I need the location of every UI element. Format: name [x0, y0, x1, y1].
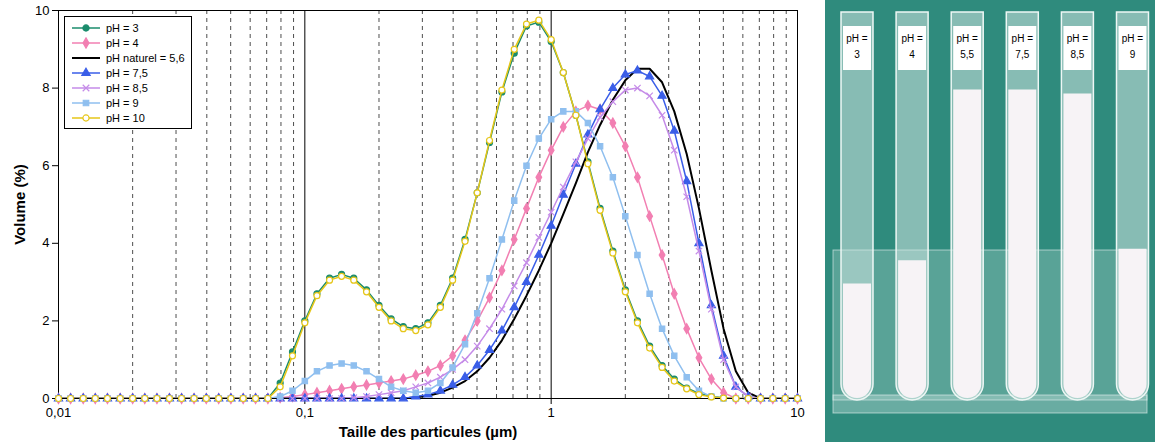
svg-text:6: 6	[42, 158, 49, 173]
svg-text:pH =5,5: pH =5,5	[956, 33, 978, 60]
svg-text:0: 0	[42, 391, 49, 406]
svg-text:pH =4: pH =4	[901, 33, 923, 60]
svg-text:pH =9: pH =9	[1122, 33, 1144, 60]
svg-text:1: 1	[548, 405, 555, 420]
svg-text:Volume (%): Volume (%)	[11, 164, 28, 245]
svg-text:4: 4	[42, 235, 49, 250]
svg-text:pH =7,5: pH =7,5	[1012, 33, 1034, 60]
svg-text:2: 2	[42, 313, 49, 328]
svg-text:Taille des particules (µm): Taille des particules (µm)	[339, 423, 517, 440]
html-text:pH = 7,5: pH = 7,5	[106, 66, 148, 79]
svg-text:0,1: 0,1	[296, 405, 314, 420]
html-text:pH = 8,5: pH = 8,5	[106, 81, 148, 94]
svg-text:pH =3: pH =3	[846, 33, 868, 60]
html-text:pH = 4: pH = 4	[106, 36, 139, 49]
html-text:pH = 9: pH = 9	[106, 96, 139, 109]
svg-text:pH =8,5: pH =8,5	[1067, 33, 1089, 60]
svg-text:8: 8	[42, 80, 49, 95]
html-text:pH = 10: pH = 10	[106, 111, 145, 124]
svg-text:0,01: 0,01	[46, 405, 71, 420]
html-text:pH naturel = 5,6: pH naturel = 5,6	[106, 51, 185, 64]
svg-text:10: 10	[790, 405, 804, 420]
html-text:pH = 3: pH = 3	[106, 21, 139, 34]
svg-text:10: 10	[35, 3, 49, 18]
